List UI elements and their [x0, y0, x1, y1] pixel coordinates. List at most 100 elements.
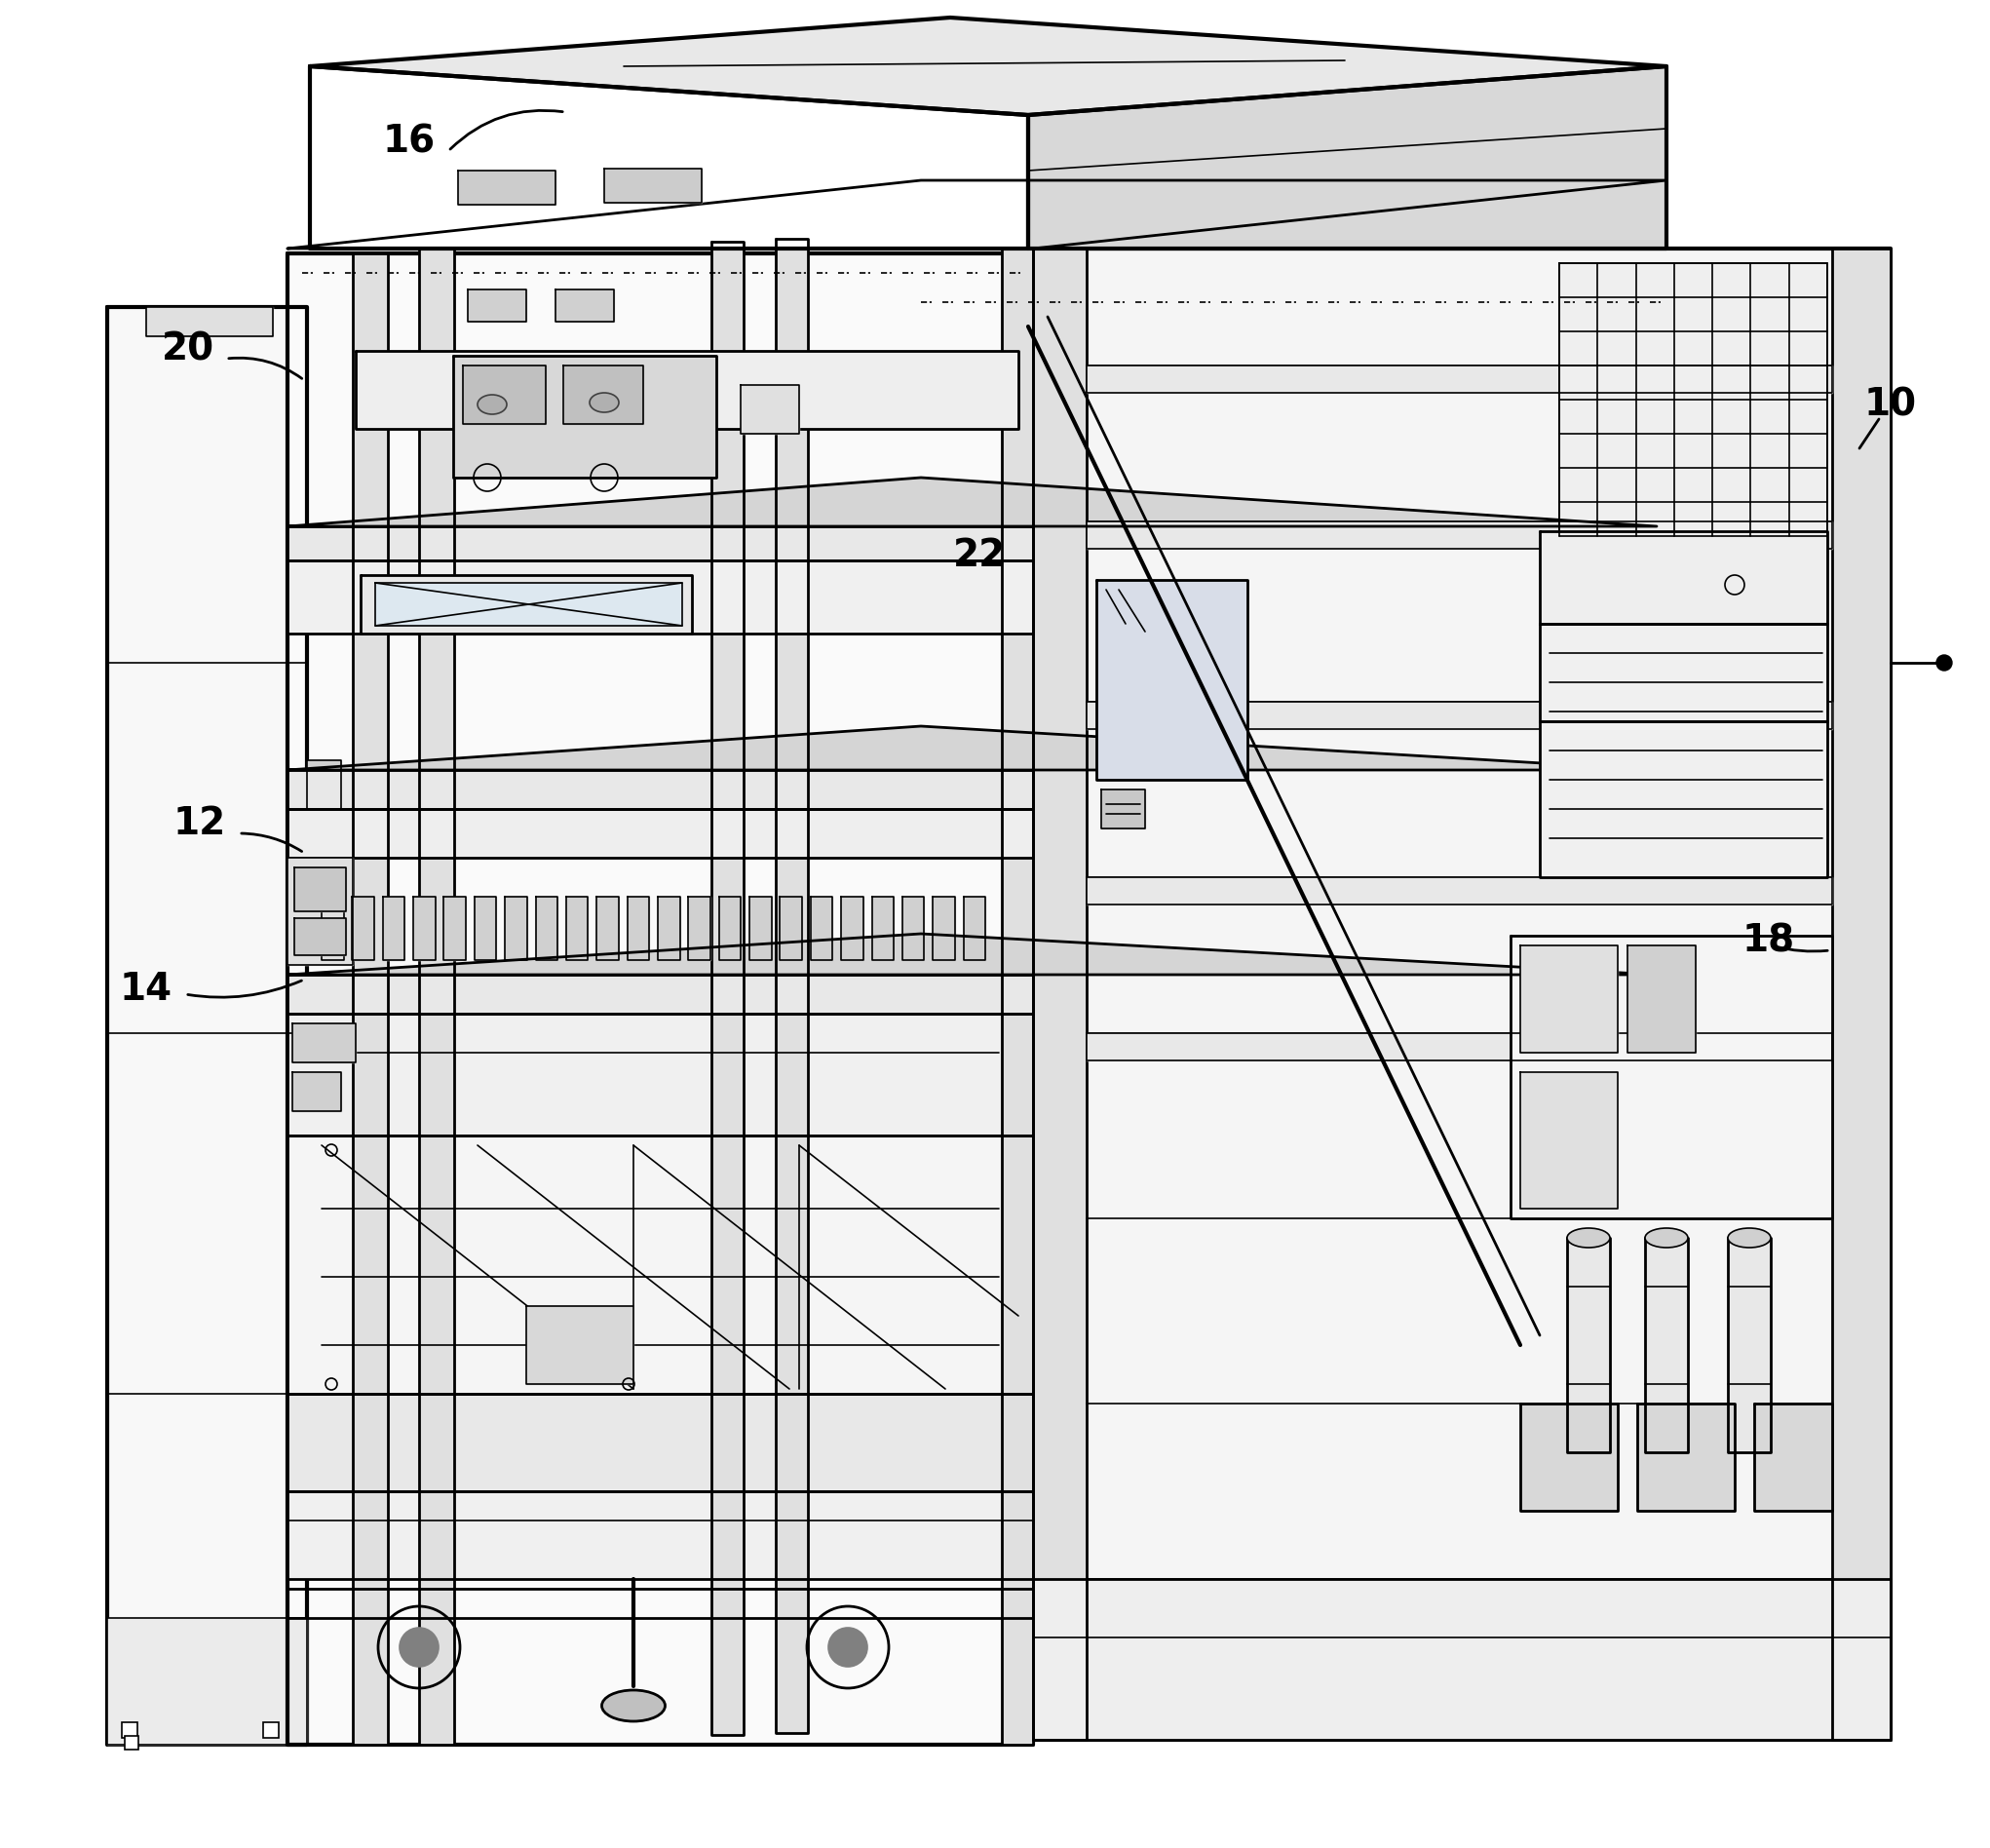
Polygon shape — [287, 974, 1033, 1015]
Polygon shape — [287, 771, 1033, 809]
FancyArrowPatch shape — [450, 111, 563, 150]
Polygon shape — [287, 726, 1658, 771]
Polygon shape — [474, 896, 496, 961]
Polygon shape — [306, 760, 340, 809]
Polygon shape — [287, 560, 1033, 634]
Ellipse shape — [1566, 1229, 1610, 1247]
Polygon shape — [1520, 946, 1618, 1053]
Polygon shape — [740, 384, 800, 434]
Polygon shape — [287, 1393, 1033, 1491]
Polygon shape — [293, 1024, 356, 1063]
Circle shape — [828, 1628, 868, 1667]
Polygon shape — [1520, 1072, 1618, 1209]
Polygon shape — [1833, 248, 1890, 1739]
Text: 10: 10 — [1865, 386, 1916, 423]
Polygon shape — [1087, 521, 1833, 549]
Polygon shape — [376, 582, 683, 626]
Polygon shape — [1638, 1403, 1735, 1512]
Polygon shape — [322, 896, 344, 961]
Text: 14: 14 — [119, 970, 173, 1007]
FancyArrowPatch shape — [229, 359, 302, 379]
Polygon shape — [1033, 248, 1087, 1739]
Polygon shape — [287, 933, 1658, 974]
Text: 12: 12 — [173, 806, 227, 843]
Polygon shape — [776, 238, 808, 1733]
Text: 16: 16 — [382, 122, 436, 159]
Polygon shape — [1520, 1403, 1618, 1512]
Polygon shape — [360, 575, 693, 634]
FancyArrowPatch shape — [187, 981, 302, 998]
Polygon shape — [145, 307, 273, 336]
Circle shape — [1936, 654, 1952, 671]
Polygon shape — [555, 290, 615, 322]
Polygon shape — [1560, 262, 1827, 536]
Polygon shape — [287, 477, 1658, 527]
Polygon shape — [659, 896, 681, 961]
Polygon shape — [1087, 366, 1833, 394]
Polygon shape — [710, 242, 744, 1735]
Polygon shape — [933, 896, 955, 961]
Polygon shape — [1029, 67, 1666, 248]
Polygon shape — [1628, 946, 1695, 1053]
Polygon shape — [107, 307, 306, 1745]
Polygon shape — [535, 896, 557, 961]
Polygon shape — [420, 248, 454, 1745]
Polygon shape — [597, 896, 619, 961]
Polygon shape — [1096, 580, 1248, 780]
Polygon shape — [1510, 935, 1833, 1218]
Polygon shape — [287, 857, 352, 965]
Polygon shape — [689, 896, 710, 961]
Polygon shape — [310, 17, 1666, 115]
Polygon shape — [454, 357, 716, 477]
Polygon shape — [1566, 1238, 1610, 1453]
Polygon shape — [468, 290, 525, 322]
Polygon shape — [901, 896, 923, 961]
Polygon shape — [107, 1619, 306, 1745]
Polygon shape — [872, 896, 894, 961]
Bar — [125, 1735, 139, 1750]
Polygon shape — [718, 896, 740, 961]
Polygon shape — [1753, 1403, 1833, 1512]
Polygon shape — [963, 896, 985, 961]
Polygon shape — [1087, 702, 1833, 730]
Polygon shape — [382, 896, 404, 961]
Polygon shape — [1100, 789, 1144, 828]
Polygon shape — [525, 1307, 633, 1384]
Polygon shape — [287, 253, 1033, 1745]
Ellipse shape — [601, 1691, 665, 1720]
Polygon shape — [464, 366, 545, 423]
Ellipse shape — [1646, 1229, 1688, 1247]
Polygon shape — [1540, 721, 1827, 878]
Polygon shape — [287, 1015, 1033, 1135]
Polygon shape — [563, 366, 643, 423]
Polygon shape — [842, 896, 864, 961]
Polygon shape — [1646, 1238, 1688, 1453]
Text: 20: 20 — [161, 331, 215, 368]
Polygon shape — [310, 67, 1029, 248]
Polygon shape — [352, 253, 388, 1745]
Polygon shape — [356, 351, 1019, 429]
Ellipse shape — [589, 394, 619, 412]
Polygon shape — [1540, 625, 1827, 721]
Polygon shape — [1540, 530, 1827, 625]
Polygon shape — [1033, 248, 1890, 1739]
Polygon shape — [458, 170, 555, 205]
Polygon shape — [750, 896, 772, 961]
Ellipse shape — [478, 395, 507, 414]
Polygon shape — [352, 896, 374, 961]
Polygon shape — [444, 896, 466, 961]
FancyArrowPatch shape — [1775, 946, 1827, 952]
Polygon shape — [287, 1135, 1033, 1393]
Circle shape — [400, 1628, 438, 1667]
Polygon shape — [505, 896, 527, 961]
Text: 22: 22 — [953, 538, 1005, 575]
Text: 18: 18 — [1743, 922, 1795, 959]
Bar — [263, 1722, 279, 1737]
Bar — [121, 1722, 137, 1737]
Polygon shape — [1087, 878, 1833, 904]
Polygon shape — [1087, 1033, 1833, 1061]
Polygon shape — [295, 867, 346, 911]
Polygon shape — [810, 896, 832, 961]
Polygon shape — [295, 918, 346, 955]
Polygon shape — [287, 527, 1033, 560]
